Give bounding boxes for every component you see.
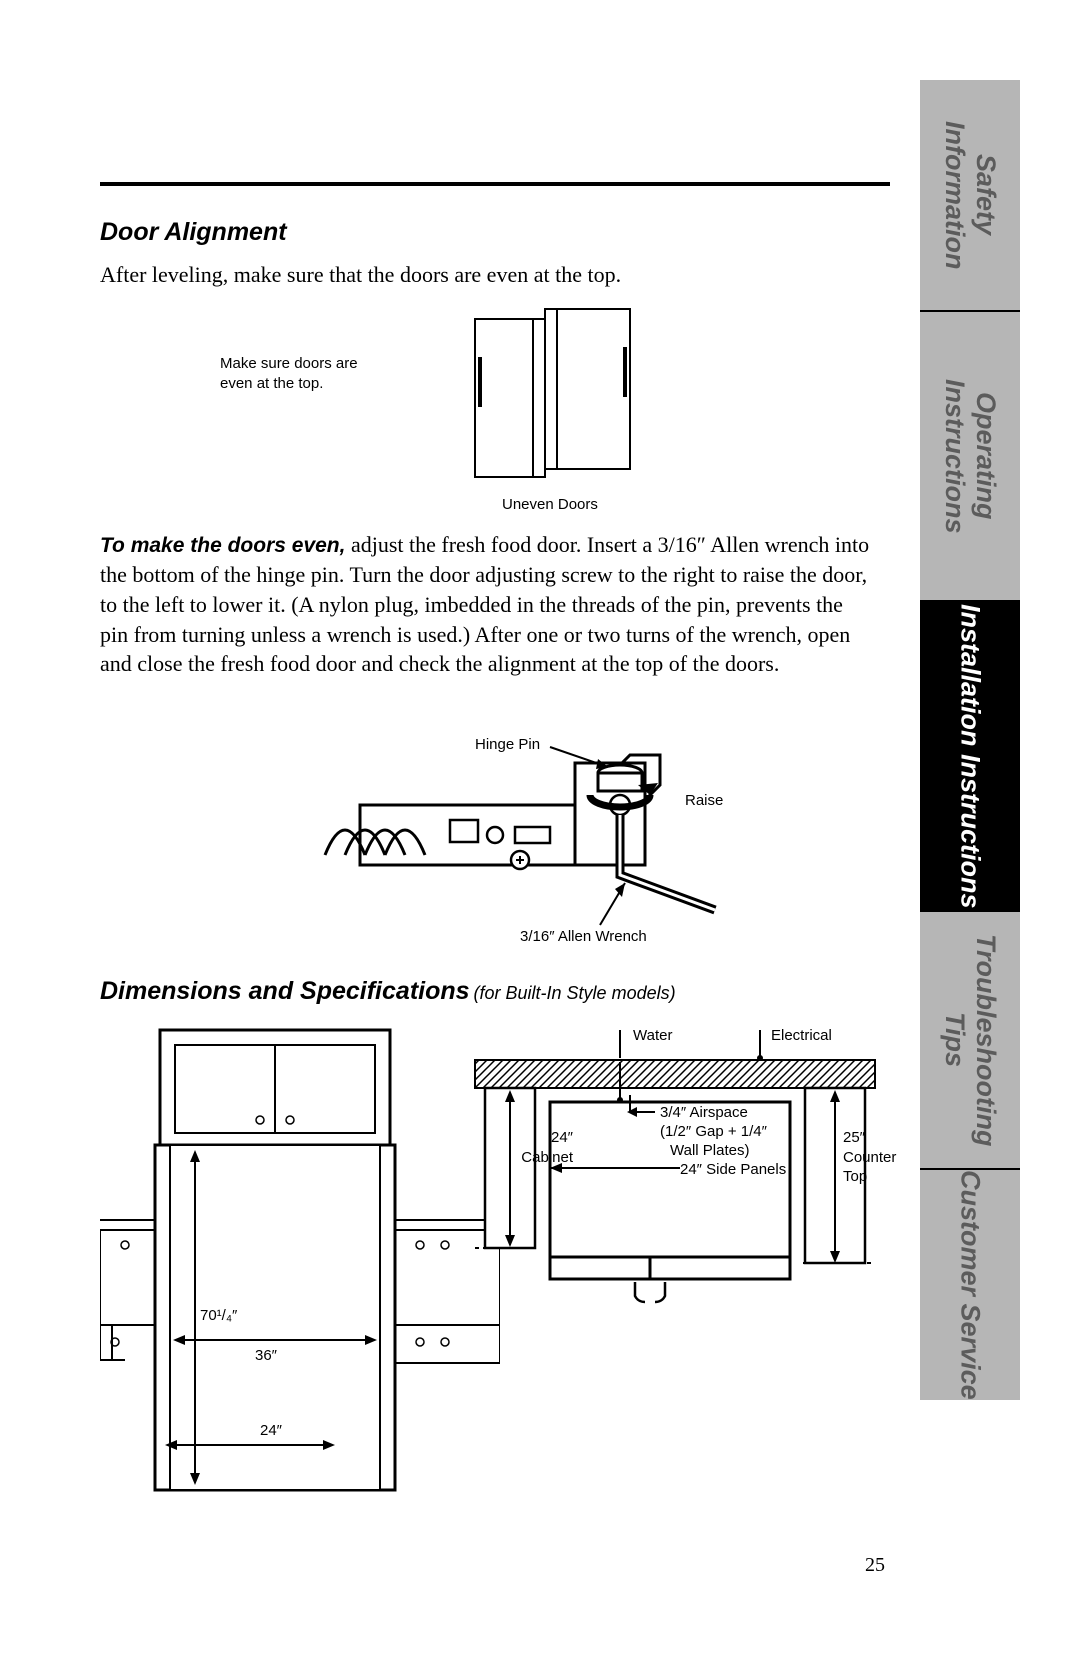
dimensions-subtitle: (for Built-In Style models) <box>474 983 676 1003</box>
top-rule <box>100 182 890 186</box>
tab-customer-service[interactable]: Customer Service <box>920 1168 1020 1400</box>
manual-page: Door Alignment After leveling, make sure… <box>0 0 1080 1669</box>
label-airspace-c: Wall Plates) <box>670 1141 749 1161</box>
dimensions-title: Dimensions and Specifications <box>100 977 470 1005</box>
label-airspace-a: 3/4″ Airspace <box>660 1103 748 1123</box>
side-tabs: Safety Information Operating Instruction… <box>920 80 1020 1560</box>
elev-depth: 24″ <box>260 1421 282 1441</box>
label-cabinet: 24″ Cabinet <box>513 1128 573 1167</box>
dimensions-title-row: Dimensions and Specifications (for Built… <box>100 977 676 1006</box>
figure-elevation: 70¹/₄″ 36″ 24″ <box>100 1020 500 1500</box>
tab-safety[interactable]: Safety Information <box>920 80 1020 310</box>
door-alignment-intro: After leveling, make sure that the doors… <box>100 260 621 290</box>
elev-width: 36″ <box>255 1346 277 1366</box>
label-raise: Raise <box>685 791 723 811</box>
figure-topview: Water Electrical 24″ Cabinet 3/4″ Airspa… <box>455 1020 895 1360</box>
door-alignment-para: To make the doors even, adjust the fresh… <box>100 530 870 679</box>
para-lead: To make the doors even, <box>100 534 345 557</box>
figure-hinge-pin: Hinge Pin <box>290 735 770 955</box>
figure-caption: Uneven Doors <box>502 495 598 515</box>
tab-troubleshooting[interactable]: Troubleshooting Tips <box>920 910 1020 1168</box>
door-alignment-title: Door Alignment <box>100 218 287 247</box>
label-wrench: 3/16″ Allen Wrench <box>520 927 647 947</box>
label-airspace-b: (1/2″ Gap + 1/4″ <box>660 1122 767 1142</box>
tab-installation[interactable]: Installation Instructions <box>920 600 1020 910</box>
page-number: 25 <box>865 1554 885 1577</box>
label-water: Water <box>633 1026 672 1046</box>
elev-height: 70¹/₄″ <box>200 1306 237 1326</box>
tab-operating[interactable]: Operating Instructions <box>920 310 1020 600</box>
label-side-panels: 24″ Side Panels <box>680 1160 786 1180</box>
label-electrical: Electrical <box>771 1026 832 1046</box>
label-counter: 25″ Counter Top <box>843 1128 898 1187</box>
figure-note: Make sure doors are even at the top. <box>220 354 370 393</box>
